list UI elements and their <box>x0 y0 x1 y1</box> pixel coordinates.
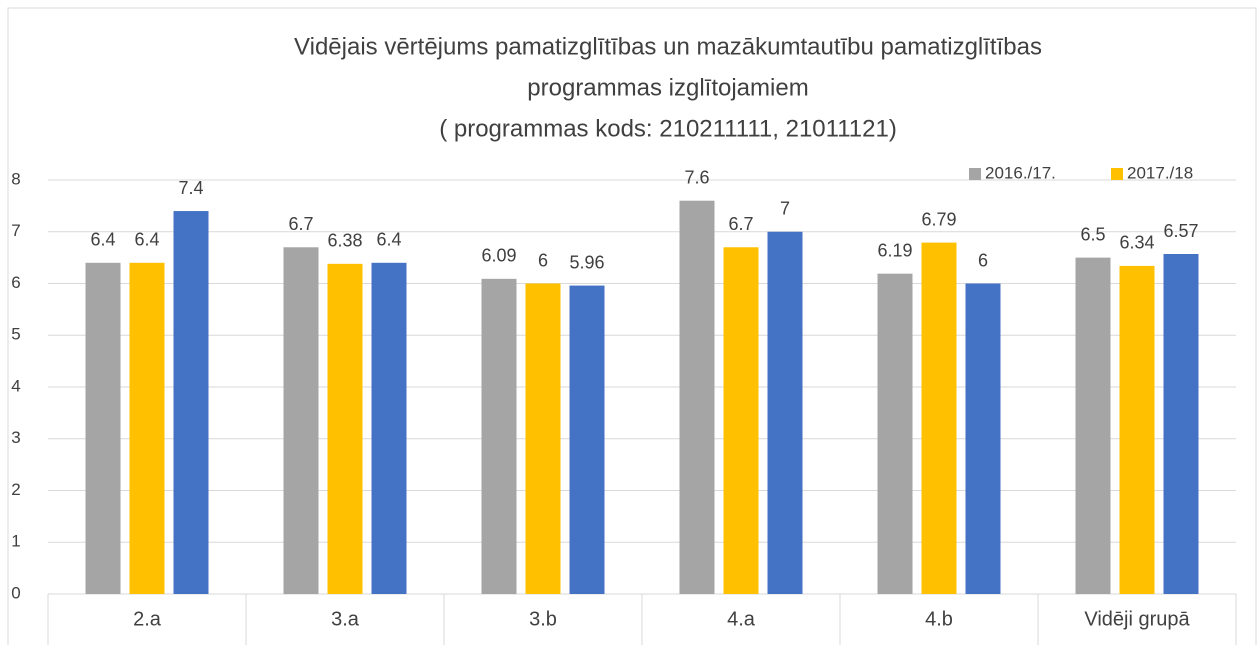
bar <box>723 247 759 594</box>
y-tick-label: 1 <box>11 532 20 551</box>
bar <box>569 285 605 594</box>
chart-title: programmas izglītojamiem <box>527 74 808 101</box>
data-label: 6.57 <box>1163 221 1198 241</box>
x-tick-label: 4.a <box>727 608 756 630</box>
legend-swatch <box>1111 168 1123 180</box>
bar <box>525 283 561 594</box>
data-label: 5.96 <box>569 252 604 272</box>
bar <box>1075 257 1111 594</box>
data-label: 6.5 <box>1080 224 1105 244</box>
bar <box>481 278 517 594</box>
y-tick-label: 3 <box>11 428 20 447</box>
data-label: 7 <box>780 199 790 219</box>
y-tick-label: 0 <box>11 583 20 602</box>
y-tick-label: 2 <box>11 480 20 499</box>
data-label: 6.4 <box>90 230 115 250</box>
y-tick-label: 8 <box>11 169 20 188</box>
data-label: 6.7 <box>728 214 753 234</box>
data-label: 7.6 <box>684 167 709 187</box>
bar <box>965 283 1001 594</box>
data-label: 6.7 <box>288 214 313 234</box>
bar <box>679 200 715 594</box>
y-tick-label: 4 <box>11 376 20 395</box>
x-tick-label: Vidēji grupā <box>1084 608 1190 630</box>
data-label: 6 <box>978 250 988 270</box>
data-label: 7.4 <box>178 178 203 198</box>
x-tick-label: 3.b <box>529 608 557 630</box>
data-label: 6.09 <box>481 246 516 266</box>
data-label: 6.4 <box>134 230 159 250</box>
bar <box>173 211 209 595</box>
bar <box>327 263 363 594</box>
chart-border <box>7 7 1257 645</box>
bar <box>283 247 319 594</box>
chart-title: Vidējais vērtējums pamatizglītības un ma… <box>294 33 1042 60</box>
legend-label: 2017./18 <box>1127 163 1193 182</box>
bar <box>1119 265 1155 594</box>
legend-swatch <box>969 168 981 180</box>
data-label: 6.79 <box>921 209 956 229</box>
bar <box>877 273 913 594</box>
chart-title: ( programmas kods: 210211111, 21011121) <box>439 115 897 142</box>
legend-label: 2016./17. <box>985 163 1056 182</box>
data-label: 6 <box>538 250 548 270</box>
y-tick-label: 6 <box>11 273 20 292</box>
data-label: 6.34 <box>1119 233 1154 253</box>
data-label: 6.38 <box>327 231 362 251</box>
bar <box>1163 254 1199 594</box>
bar <box>921 242 957 594</box>
bar <box>767 231 803 594</box>
x-tick-label: 4.b <box>925 608 953 630</box>
x-tick-label: 3.a <box>331 608 360 630</box>
bar <box>371 262 407 594</box>
bar <box>85 262 121 594</box>
y-tick-label: 5 <box>11 325 20 344</box>
data-label: 6.19 <box>877 240 912 260</box>
bar <box>129 262 165 594</box>
data-label: 6.4 <box>376 230 401 250</box>
x-tick-label: 2.a <box>133 608 162 630</box>
y-tick-label: 7 <box>11 221 20 240</box>
